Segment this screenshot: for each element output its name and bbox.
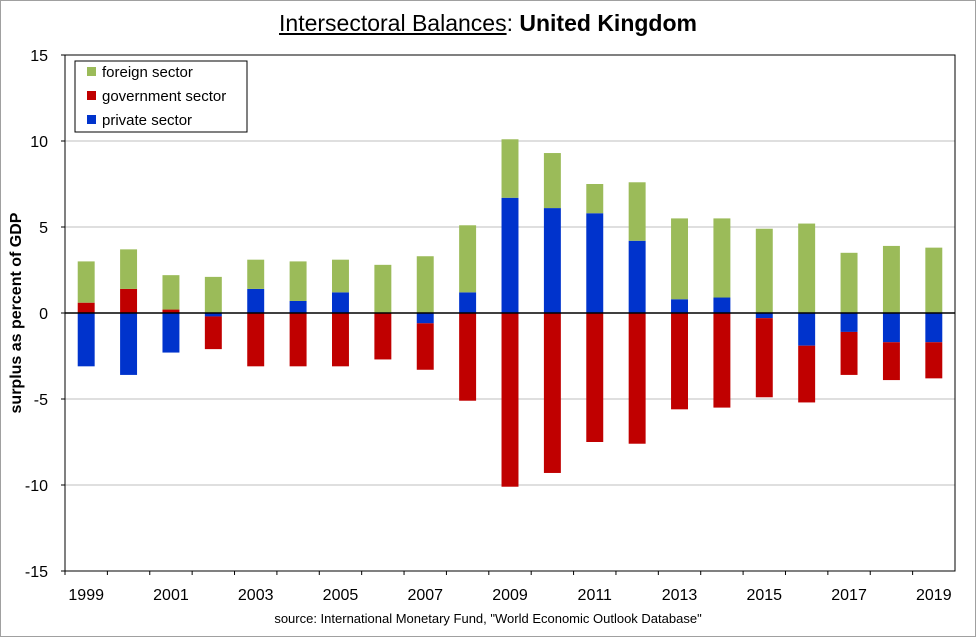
- x-tick-label: 2009: [492, 587, 528, 604]
- bar-private-sector-2010: [543, 208, 561, 313]
- bar-private-sector-2014: [713, 297, 731, 313]
- bar-private-sector-2005: [332, 292, 349, 313]
- bar-government-sector-2012: [628, 313, 646, 444]
- bar-private-sector-2011: [586, 213, 604, 313]
- bar-government-sector-2006: [374, 313, 392, 360]
- bar-government-sector-2014: [713, 313, 731, 408]
- y-tick-label: 15: [30, 48, 48, 65]
- bar-private-sector-2015: [755, 313, 773, 319]
- y-tick-label: -15: [25, 564, 48, 581]
- bar-foreign-sector-2006: [374, 264, 392, 313]
- bar-government-sector-2000: [120, 288, 138, 313]
- bar-private-sector-2019: [925, 313, 943, 343]
- y-tick-label: 5: [39, 220, 48, 237]
- bar-government-sector-2013: [671, 313, 688, 410]
- bar-government-sector-2007: [416, 323, 434, 370]
- legend-box: [74, 60, 248, 133]
- bar-foreign-sector-1999: [77, 261, 95, 303]
- bar-private-sector-2004: [289, 300, 307, 313]
- x-tick-label: 2003: [238, 587, 274, 604]
- bar-private-sector-2001: [162, 313, 180, 353]
- bar-private-sector-2009: [501, 197, 519, 313]
- bar-foreign-sector-2005: [332, 259, 349, 293]
- bar-foreign-sector-2001: [162, 275, 180, 310]
- bar-government-sector-2018: [882, 342, 900, 381]
- chart-title: Intersectoral Balances: United Kingdom: [0, 10, 976, 37]
- bar-foreign-sector-2018: [882, 245, 900, 313]
- bars: [77, 139, 943, 487]
- bar-foreign-sector-2019: [925, 247, 943, 313]
- legend-swatch: [87, 91, 96, 100]
- bar-government-sector-2015: [755, 318, 773, 398]
- bar-government-sector-2009: [501, 313, 519, 487]
- bar-foreign-sector-2013: [671, 218, 688, 300]
- legend-label: foreign sector: [102, 64, 193, 81]
- source-note: source: International Monetary Fund, "Wo…: [274, 611, 702, 626]
- bar-private-sector-2012: [628, 240, 646, 313]
- bar-government-sector-2016: [798, 345, 816, 403]
- bar-private-sector-2008: [459, 292, 477, 313]
- bar-government-sector-2019: [925, 342, 943, 379]
- bar-foreign-sector-2002: [204, 276, 222, 313]
- y-tick-label: 10: [30, 134, 48, 151]
- bar-foreign-sector-2007: [416, 256, 434, 313]
- chart-title-main: Intersectoral Balances: [279, 10, 507, 36]
- bar-foreign-sector-2000: [120, 249, 138, 289]
- y-axis-label: surplus as percent of GDP: [8, 212, 25, 413]
- bar-foreign-sector-2004: [289, 261, 307, 301]
- bar-foreign-sector-2010: [543, 153, 561, 209]
- bar-government-sector-2004: [289, 313, 307, 367]
- bar-private-sector-2018: [882, 313, 900, 343]
- bar-foreign-sector-2017: [840, 252, 858, 313]
- bar-foreign-sector-2009: [501, 139, 519, 198]
- x-tick-label: 2001: [153, 587, 189, 604]
- bar-foreign-sector-2011: [586, 184, 604, 214]
- legend-label: private sector: [102, 112, 192, 129]
- bar-government-sector-2017: [840, 331, 858, 375]
- y-tick-label: -10: [25, 478, 48, 495]
- bar-foreign-sector-2008: [459, 225, 477, 293]
- bar-government-sector-2005: [332, 313, 349, 367]
- legend-swatch: [87, 67, 96, 76]
- x-tick-label: 2007: [407, 587, 443, 604]
- x-tick-label: 2017: [831, 587, 867, 604]
- legend: foreign sector government sector private s…: [74, 60, 248, 133]
- bar-foreign-sector-2016: [798, 223, 816, 313]
- x-tick-label: 2011: [578, 587, 613, 604]
- x-tick-label: 2019: [916, 587, 952, 604]
- bar-private-sector-2013: [671, 299, 688, 313]
- bar-private-sector-2003: [247, 288, 265, 313]
- bar-foreign-sector-2012: [628, 182, 646, 241]
- chart-title-country: United Kingdom: [519, 10, 697, 36]
- chart-title-separator: :: [506, 10, 520, 36]
- bar-government-sector-2011: [586, 313, 604, 442]
- legend-label: government sector: [102, 88, 226, 105]
- bar-private-sector-2007: [416, 313, 434, 324]
- x-tick-label: 2013: [662, 587, 698, 604]
- y-tick-label: 0: [39, 306, 48, 323]
- y-tick-labels: -15 -10 -5 0 5 10 15: [25, 48, 65, 581]
- x-tick-label: 2015: [746, 587, 782, 604]
- bar-government-sector-2003: [247, 313, 265, 367]
- x-tick-labels: 1999 2001 2003 2005 2007 2009 2011 2013 2015 2017…: [64, 571, 952, 604]
- bar-government-sector-2010: [543, 313, 561, 473]
- bar-foreign-sector-2014: [713, 218, 731, 298]
- bar-private-sector-2016: [798, 313, 816, 346]
- bar-foreign-sector-2003: [247, 259, 265, 289]
- bar-private-sector-2000: [120, 313, 138, 375]
- legend-swatch: [87, 115, 96, 124]
- bar-government-sector-2001: [162, 309, 180, 313]
- bar-government-sector-1999: [77, 302, 95, 313]
- bar-government-sector-2008: [459, 313, 477, 401]
- bar-private-sector-2002: [204, 313, 222, 317]
- x-tick-label: 2005: [323, 587, 359, 604]
- bar-foreign-sector-2015: [755, 228, 773, 313]
- y-tick-label: -5: [34, 392, 48, 409]
- bar-private-sector-2017: [840, 313, 858, 332]
- x-tick-label: 1999: [68, 587, 104, 604]
- bar-government-sector-2002: [204, 316, 222, 350]
- bar-private-sector-1999: [77, 313, 95, 367]
